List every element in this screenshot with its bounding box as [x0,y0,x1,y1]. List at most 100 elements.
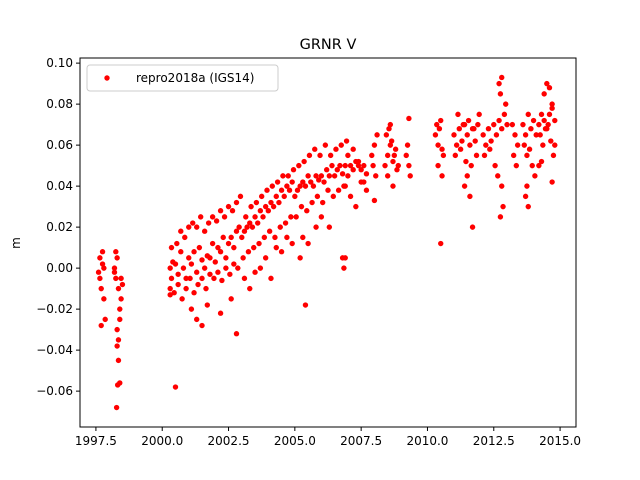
data-point [476,111,482,118]
axis-ticks: 1997.5 2000.0 2002.5 2005.0 2007.5 2010.0 2012… [36,56,581,448]
data-point [113,404,120,411]
data-point [471,126,477,132]
data-point [432,132,439,138]
data-point [178,228,184,234]
legend-label: repro2018a (IGS14) [136,71,254,85]
data-point [512,132,518,138]
data-point [239,234,245,241]
data-point [215,269,221,275]
data-point [503,101,509,107]
data-point [251,244,257,251]
data-point [334,167,340,173]
data-point [265,208,272,214]
data-point [322,142,329,148]
data-point [331,173,338,179]
data-point [209,240,216,247]
data-point [335,187,342,193]
data-point [532,173,538,179]
data-point [406,162,412,169]
y-tick-label: 0.04 [46,179,73,193]
data-point [101,296,107,302]
data-point [171,290,177,296]
data-point [191,290,197,296]
data-point [341,265,347,271]
data-point [99,249,106,255]
data-point [549,101,555,107]
data-point [235,265,241,271]
data-point [247,220,253,226]
data-point [330,193,337,200]
data-point [233,331,240,337]
data-point [316,177,322,183]
data-point [499,183,505,189]
data-point [542,126,549,132]
data-point [438,117,444,124]
data-point [207,255,213,261]
data-point [338,142,344,148]
data-point [480,132,486,138]
data-point [440,152,447,159]
data-point [403,152,409,159]
data-point [395,162,401,169]
data-point [526,146,533,152]
data-point [111,265,118,271]
data-point [282,220,289,226]
data-point [97,275,103,282]
data-point [499,74,505,81]
data-point [191,249,197,255]
data-point [266,228,273,234]
data-point [483,142,489,148]
data-point [326,173,333,179]
data-point [293,214,299,220]
data-point [404,142,411,148]
data-point [273,244,279,251]
data-point [277,224,283,230]
data-point [544,80,550,87]
data-point [355,162,362,169]
chart-title: GRNR V [300,37,357,53]
data-point [386,126,392,132]
data-point [306,152,313,159]
data-point [300,179,306,185]
data-point [318,173,325,179]
data-point [451,132,457,138]
data-point [223,265,229,271]
data-point [549,105,555,111]
data-point [297,255,303,261]
data-point [384,173,391,179]
data-point [384,152,391,159]
data-point [495,173,501,179]
data-point [497,91,504,97]
data-point [99,261,106,267]
data-point [353,203,359,210]
data-point [167,265,173,271]
data-point [538,111,545,118]
data-point [262,203,269,210]
data-point [260,214,266,220]
data-point [514,142,521,148]
data-point [289,179,295,185]
data-point [467,193,473,200]
data-point [174,240,180,247]
data-point [178,249,184,255]
data-point [371,197,378,204]
data-point [292,193,298,200]
data-point [337,162,343,169]
data-point [247,285,253,292]
data-point [326,224,333,230]
data-point [509,121,516,128]
data-point [550,152,557,159]
data-point [492,162,498,169]
data-point [228,234,234,241]
data-point [528,126,534,132]
x-tick-label: 2000.0 [141,434,183,448]
y-tick-label: −0.02 [36,302,73,316]
data-point [342,255,348,261]
data-point [552,117,558,124]
data-point [195,281,201,288]
data-point [280,173,286,179]
data-point [278,187,285,193]
data-point [439,146,445,152]
data-point [392,146,399,152]
data-point [285,173,291,179]
